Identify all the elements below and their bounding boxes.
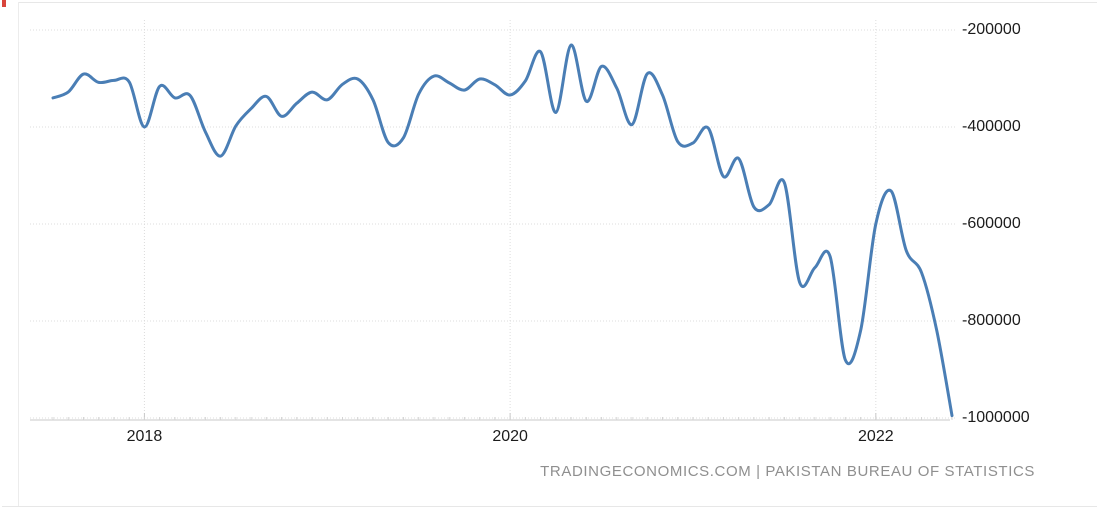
x-axis-tick-label: 2018 [126,428,163,445]
y-axis-tick-label: -200000 [962,21,1021,38]
widget-border-top [18,2,1097,3]
red-corner-artifact [2,0,6,7]
widget-border-left [18,2,19,506]
y-axis-tick-label: -600000 [962,215,1021,232]
x-axis-tick-label: 2020 [492,428,528,445]
x-axis-tick-label: 2022 [858,428,894,445]
balance-of-trade-line [51,43,954,418]
y-axis-tick-label: -800000 [962,312,1021,329]
y-axis-tick-label: -1000000 [962,409,1030,426]
chart-source-attribution: TRADINGECONOMICS.COM | PAKISTAN BUREAU O… [540,463,1035,480]
y-axis-tick-label: -400000 [962,118,1021,135]
widget-border-bottom [2,506,1097,507]
